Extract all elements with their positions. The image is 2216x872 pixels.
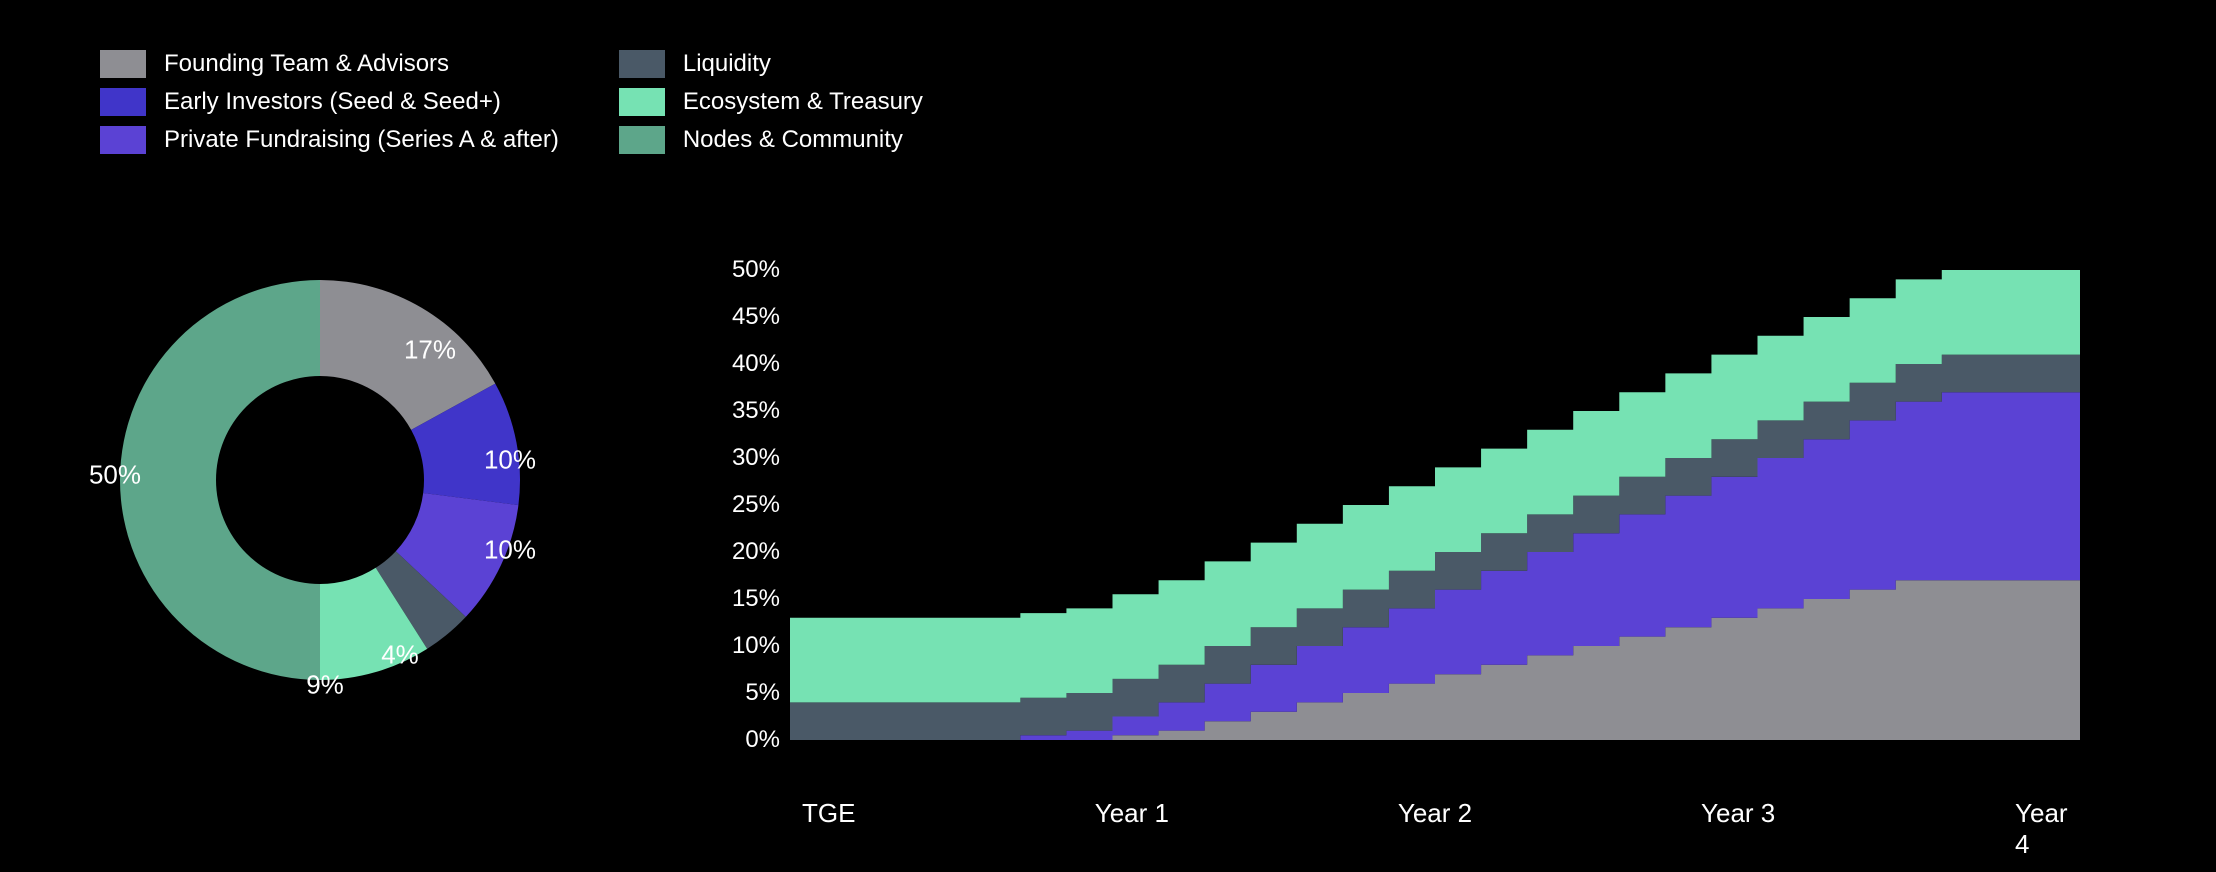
legend-swatch (100, 88, 146, 116)
legend-item: Founding Team & Advisors (100, 50, 559, 78)
x-tick-label: Year 2 (1398, 798, 1472, 829)
legend-label: Early Investors (Seed & Seed+) (164, 88, 501, 116)
x-tick-label: TGE (802, 798, 855, 829)
legend-swatch (619, 50, 665, 78)
legend-column-1: Liquidity Ecosystem & Treasury Nodes & Com… (619, 50, 923, 154)
y-tick-label: 0% (700, 726, 780, 754)
y-tick-label: 45% (700, 303, 780, 331)
legend-label: Private Fundraising (Series A & after) (164, 126, 559, 154)
donut-slice-label: 50% (89, 460, 141, 491)
y-tick-label: 5% (700, 679, 780, 707)
legend-swatch (619, 88, 665, 116)
donut-slice-label: 10% (484, 535, 536, 566)
y-tick-label: 25% (700, 491, 780, 519)
y-tick-label: 20% (700, 538, 780, 566)
x-tick-label: Year 4 (2015, 798, 2068, 860)
legend-label: Liquidity (683, 50, 771, 78)
x-tick-label: Year 1 (1095, 798, 1169, 829)
y-tick-label: 50% (700, 256, 780, 284)
donut-svg (110, 270, 530, 690)
y-tick-label: 30% (700, 444, 780, 472)
area-plot (790, 270, 2080, 740)
legend-item: Liquidity (619, 50, 923, 78)
legend-item: Ecosystem & Treasury (619, 88, 923, 116)
legend-item: Nodes & Community (619, 126, 923, 154)
legend-item: Early Investors (Seed & Seed+) (100, 88, 559, 116)
area-svg (790, 270, 2080, 740)
area-chart: 0%5%10%15%20%25%30%35%40%45%50% TGEYear … (700, 270, 2080, 790)
donut-slice (120, 280, 320, 680)
donut-slice-label: 9% (306, 670, 344, 701)
donut-slice-label: 10% (484, 445, 536, 476)
y-tick-label: 35% (700, 397, 780, 425)
legend-item: Private Fundraising (Series A & after) (100, 126, 559, 154)
legend-label: Ecosystem & Treasury (683, 88, 923, 116)
x-tick-label: Year 3 (1701, 798, 1775, 829)
y-tick-label: 15% (700, 585, 780, 613)
legend-swatch (100, 126, 146, 154)
donut-chart: 17%10%10%4%9%50% (110, 270, 530, 690)
legend-swatch (100, 50, 146, 78)
y-tick-label: 10% (700, 632, 780, 660)
legend-label: Nodes & Community (683, 126, 903, 154)
legend-swatch (619, 126, 665, 154)
legend-label: Founding Team & Advisors (164, 50, 449, 78)
legend: Founding Team & Advisors Early Investors … (100, 50, 923, 154)
donut-slice-label: 4% (381, 640, 419, 671)
donut-slice-label: 17% (404, 335, 456, 366)
legend-column-0: Founding Team & Advisors Early Investors … (100, 50, 559, 154)
y-tick-label: 40% (700, 350, 780, 378)
